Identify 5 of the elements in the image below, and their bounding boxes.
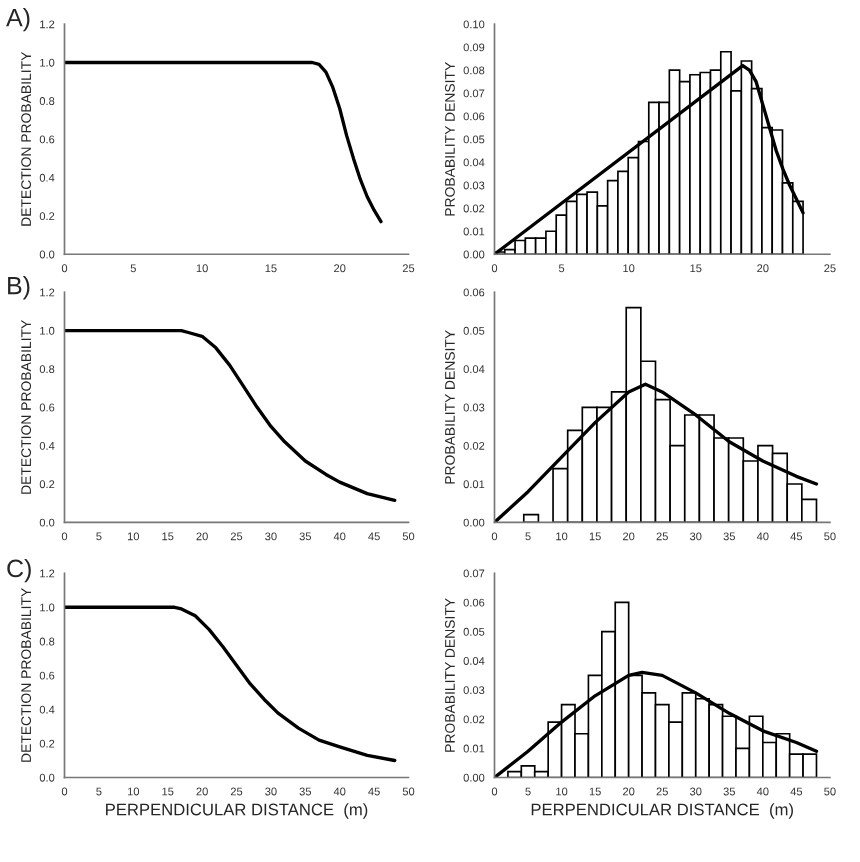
chart-title: A): [6, 8, 30, 32]
chart-title: C): [7, 558, 31, 583]
chart-title: B): [8, 276, 30, 300]
x-axis-title: PERPENDICULAR DISTANCE (m): [106, 803, 368, 819]
x-axis-title: PERPENDICULAR DISTANCE (m): [531, 803, 793, 819]
